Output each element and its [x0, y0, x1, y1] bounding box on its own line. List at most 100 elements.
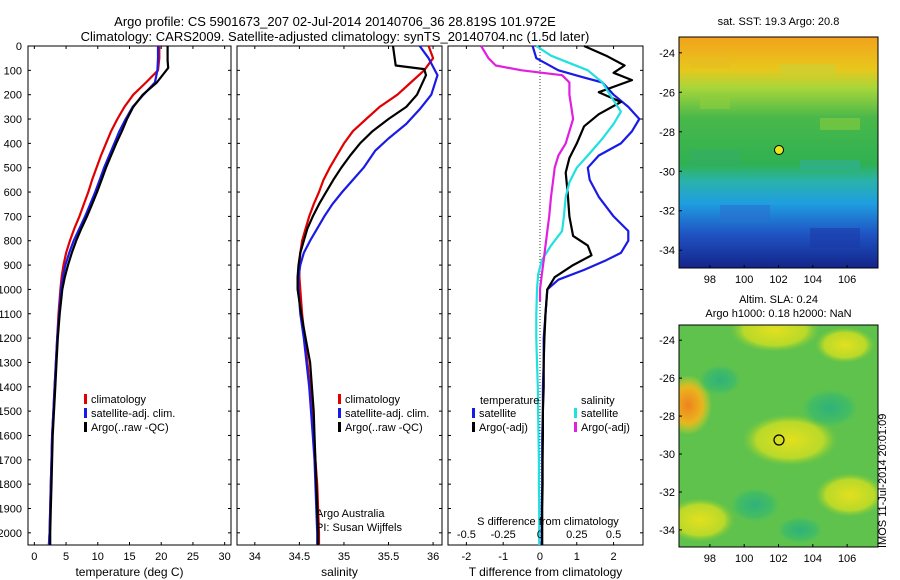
sst-map — [678, 36, 879, 269]
y-tick-label: 1900 — [0, 503, 22, 515]
legend-entry: satellite — [581, 408, 618, 420]
map-y-tick-label: -26 — [659, 87, 675, 99]
map-y-tick-label: -32 — [659, 487, 675, 499]
legend-entry: climatology — [91, 394, 147, 406]
y-tick-label: 1700 — [0, 455, 22, 467]
legend-swatch — [574, 422, 577, 432]
map-y-tick-label: -24 — [659, 48, 675, 60]
sst-argo-marker — [774, 145, 784, 155]
y-tick-label: 200 — [4, 90, 22, 102]
x-tick-label: 0 — [537, 551, 543, 563]
series-line-satellite-adj-clim- — [47, 46, 160, 546]
sla-map — [678, 324, 879, 548]
map-y-tick-label: -30 — [659, 166, 675, 178]
map-y-tick-label: -28 — [659, 411, 675, 423]
map-title: sat. SST: 19.3 Argo: 20.8 — [718, 16, 840, 28]
map-x-tick-label: 102 — [769, 274, 787, 286]
sla-argo-marker — [773, 434, 785, 446]
top-x-tick-label: 0 — [537, 529, 543, 541]
legend-swatch — [84, 394, 87, 404]
legend-entry: Argo(-adj) — [479, 422, 528, 434]
y-tick-label: 1500 — [0, 406, 22, 418]
x-tick-label: 20 — [155, 551, 167, 563]
x-tick-label: 34 — [249, 551, 261, 563]
x-tick-label: 1 — [574, 551, 580, 563]
series-line-argo-adj- — [480, 45, 575, 302]
y-tick-label: 1600 — [0, 430, 22, 442]
y-tick-label: 1300 — [0, 357, 22, 369]
x-tick-label: 0 — [31, 551, 37, 563]
map-y-tick-label: -34 — [659, 245, 675, 257]
legend-swatch — [472, 422, 475, 432]
x-tick-label: 35.5 — [378, 551, 399, 563]
top-x-tick-label: -0.25 — [491, 529, 516, 541]
y-tick-label: 500 — [4, 163, 22, 175]
legend-entry: Argo(..raw -QC) — [345, 422, 423, 434]
timestamp-stamp: IMOS 11-Jul-2014 20:01:09 — [877, 413, 889, 548]
legend-swatch — [84, 408, 87, 418]
top-x-tick-label: -0.5 — [457, 529, 476, 541]
y-tick-label: 1100 — [0, 309, 22, 321]
legend-entry: satellite-adj. clim. — [91, 408, 175, 420]
x-tick-label: 2 — [611, 551, 617, 563]
difference-panel-frame — [447, 45, 644, 546]
series-line-satellite-adj-clim- — [297, 45, 439, 545]
figure-title-line1: Argo profile: CS 5901673_207 02-Jul-2014… — [114, 14, 556, 29]
y-tick-label: 0 — [16, 41, 22, 53]
series-line-satellite — [531, 45, 641, 545]
series-line-argo-adj- — [541, 44, 634, 545]
x-axis-label: T difference from climatology — [469, 565, 623, 579]
legend-swatch — [472, 408, 475, 418]
x-tick-label: 10 — [92, 551, 104, 563]
series-line-argo-raw-qc- — [49, 46, 170, 545]
series-line-climatology — [298, 45, 435, 545]
map-x-tick-label: 100 — [735, 274, 753, 286]
map-y-tick-label: -34 — [659, 525, 675, 537]
x-tick-label: 15 — [123, 551, 135, 563]
legend-entry: satellite — [479, 408, 516, 420]
map-y-tick-label: -24 — [659, 335, 675, 347]
y-tick-label: 900 — [4, 260, 22, 272]
map-y-tick-label: -26 — [659, 373, 675, 385]
map-y-tick-label: -28 — [659, 127, 675, 139]
map-x-tick-label: 106 — [838, 274, 856, 286]
x-axis-label: temperature (deg C) — [75, 565, 183, 579]
chart-marks: 0100200300400500600700800900100011001200… — [0, 16, 856, 579]
map-y-tick-label: -30 — [659, 449, 675, 461]
x-tick-label: 30 — [219, 551, 231, 563]
legend-swatch — [84, 422, 87, 432]
x-tick-label: 5 — [63, 551, 69, 563]
legend-swatch — [338, 408, 341, 418]
x-tick-label: 34.5 — [289, 551, 310, 563]
credit-argo: Argo Australia — [316, 508, 385, 520]
legend-entry: satellite-adj. clim. — [345, 408, 429, 420]
temperature-panel-frame — [27, 45, 232, 546]
legend-swatch — [338, 394, 341, 404]
y-tick-label: 600 — [4, 187, 22, 199]
y-tick-label: 2000 — [0, 528, 22, 540]
map-title: Altim. SLA: 0.24 — [739, 294, 818, 306]
x-axis-label: salinity — [321, 565, 358, 579]
x-tick-label: -2 — [462, 551, 472, 563]
y-tick-label: 1800 — [0, 479, 22, 491]
map-x-tick-label: 104 — [804, 274, 822, 286]
legend-header-temperature: temperature — [480, 395, 539, 407]
map-x-tick-label: 102 — [769, 553, 787, 565]
y-tick-label: 300 — [4, 114, 22, 126]
top-x-axis-label: S difference from climatology — [477, 516, 619, 528]
x-tick-label: 36 — [427, 551, 439, 563]
x-tick-label: 35 — [338, 551, 350, 563]
map-x-tick-label: 100 — [735, 553, 753, 565]
top-x-tick-label: 0.25 — [566, 529, 587, 541]
y-tick-label: 700 — [4, 211, 22, 223]
y-tick-label: 800 — [4, 236, 22, 248]
map-y-tick-label: -32 — [659, 206, 675, 218]
top-x-tick-label: 0.5 — [606, 529, 621, 541]
figure-title-line2: Climatology: CARS2009. Satellite-adjuste… — [80, 29, 590, 44]
legend-entry: Argo(-adj) — [581, 422, 630, 434]
y-tick-label: 1200 — [0, 333, 22, 345]
y-tick-label: 1000 — [0, 284, 22, 296]
map-x-tick-label: 104 — [804, 553, 822, 565]
credit-pi: PI: Susan Wijffels — [316, 522, 402, 534]
